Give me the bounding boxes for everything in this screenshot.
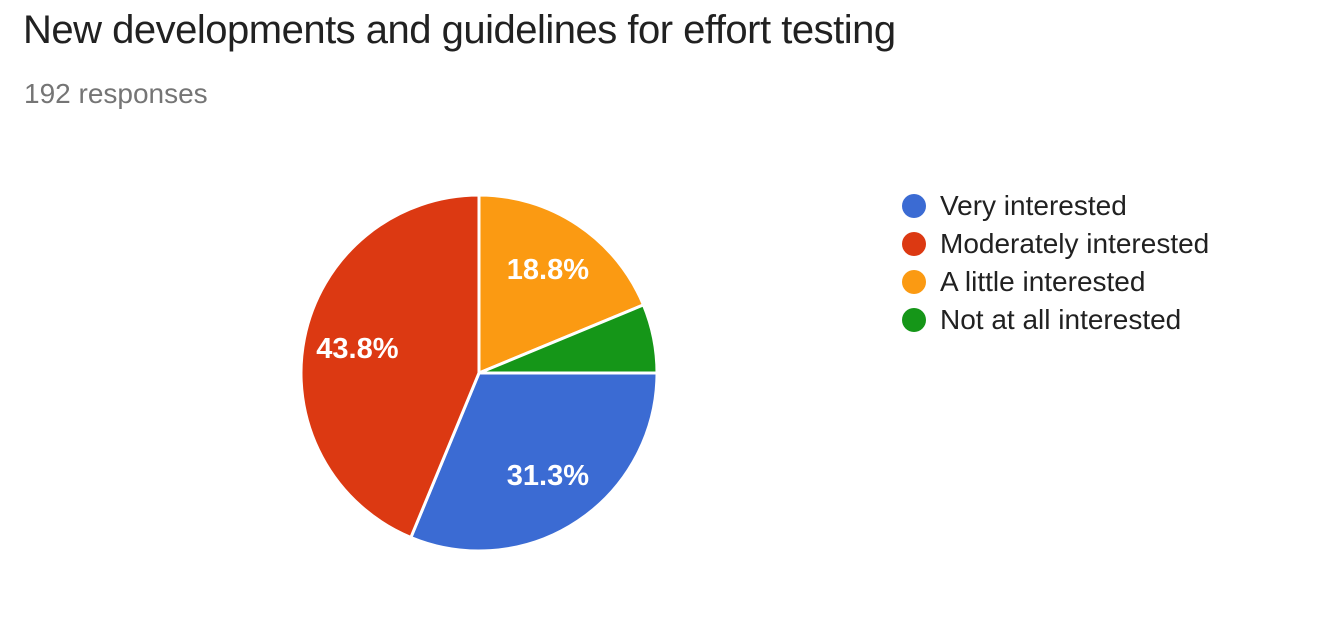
legend-color-dot xyxy=(902,194,926,218)
legend: Very interested Moderately interested A li… xyxy=(902,187,1209,339)
legend-item-moderately-interested: Moderately interested xyxy=(902,225,1209,263)
response-count: 192 responses xyxy=(24,78,208,109)
legend-item-a-little-interested: A little interested xyxy=(902,263,1209,301)
pie-slice-a-little-interested[interactable] xyxy=(477,193,645,375)
pie-slice-moderately-interested[interactable] xyxy=(299,193,481,539)
legend-label: Not at all interested xyxy=(940,304,1182,335)
pie-chart: 18.8%31.3%43.8% xyxy=(299,193,659,553)
chart-title: New developments and guidelines for effo… xyxy=(23,8,896,52)
legend-label: Very interested xyxy=(940,190,1127,221)
legend-color-dot xyxy=(902,308,926,332)
pie-slice-very-interested[interactable] xyxy=(409,371,659,553)
legend-item-not-at-all-interested: Not at all interested xyxy=(902,301,1209,339)
legend-item-very-interested: Very interested xyxy=(902,187,1209,225)
legend-color-dot xyxy=(902,232,926,256)
legend-label: A little interested xyxy=(940,266,1146,297)
legend-label: Moderately interested xyxy=(940,228,1210,259)
legend-color-dot xyxy=(902,270,926,294)
